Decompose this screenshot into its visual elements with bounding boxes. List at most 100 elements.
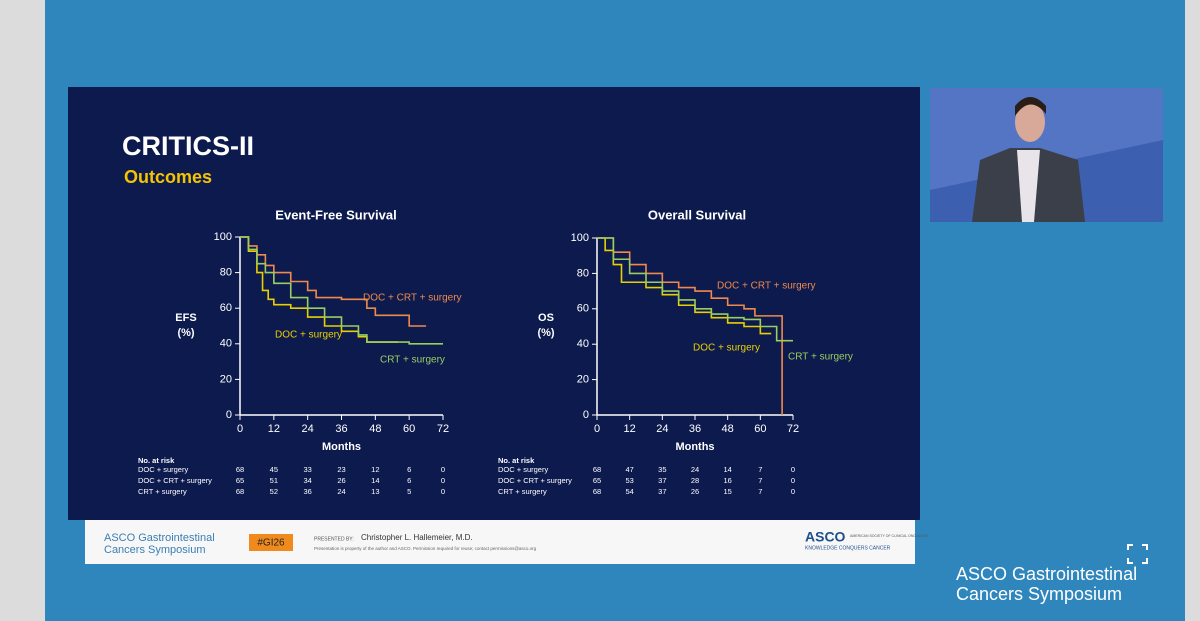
- risk-value: 33: [303, 465, 311, 474]
- risk-table-title: No. at risk: [138, 456, 175, 465]
- x-tick-label: 48: [369, 423, 381, 435]
- hashtag-box: [249, 534, 293, 551]
- risk-value: 6: [407, 476, 411, 485]
- risk-value: 15: [723, 487, 731, 496]
- x-tick-label: 72: [437, 423, 449, 435]
- y-tick-label: 100: [214, 231, 232, 243]
- risk-value: 37: [658, 487, 666, 496]
- risk-value: 36: [303, 487, 311, 496]
- series-label: DOC + CRT + surgery: [717, 281, 816, 292]
- risk-value: 45: [270, 465, 278, 474]
- slide: [68, 87, 920, 520]
- risk-value: 24: [337, 487, 345, 496]
- slide-title: CRITICS-II: [122, 131, 254, 161]
- risk-value: 65: [236, 476, 244, 485]
- x-tick-label: 12: [268, 423, 280, 435]
- risk-table-title: No. at risk: [498, 456, 535, 465]
- y-tick-label: 20: [220, 373, 232, 385]
- risk-value: 7: [758, 476, 762, 485]
- risk-row-label: DOC + CRT + surgery: [498, 476, 572, 485]
- risk-row-label: CRT + surgery: [498, 487, 547, 496]
- x-tick-label: 0: [594, 423, 600, 435]
- expand-icon[interactable]: [1127, 544, 1148, 564]
- hashtag: #GI26: [257, 538, 285, 549]
- wall: [1185, 0, 1200, 621]
- risk-row-label: DOC + surgery: [498, 465, 548, 474]
- x-tick-label: 36: [689, 423, 701, 435]
- risk-row-label: DOC + surgery: [138, 465, 188, 474]
- risk-value: 37: [658, 476, 666, 485]
- risk-value: 51: [270, 476, 278, 485]
- y-axis-label: EFS: [175, 312, 196, 324]
- risk-value: 0: [441, 476, 445, 485]
- asco-tagline: KNOWLEDGE CONQUERS CANCER: [805, 545, 891, 551]
- survival-curve: [597, 237, 793, 342]
- asco-logo: ASCO: [805, 529, 846, 545]
- x-tick-label: 48: [722, 423, 734, 435]
- risk-value: 65: [593, 476, 601, 485]
- y-tick-label: 100: [571, 232, 589, 244]
- risk-value: 47: [625, 465, 633, 474]
- risk-value: 0: [791, 476, 795, 485]
- risk-value: 68: [593, 487, 601, 496]
- y-tick-label: 40: [577, 338, 589, 350]
- y-axis-label: OS: [538, 312, 554, 324]
- risk-value: 6: [407, 465, 411, 474]
- x-tick-label: 0: [237, 423, 243, 435]
- y-tick-label: 60: [577, 303, 589, 315]
- risk-value: 13: [371, 487, 379, 496]
- footer-logo: ASCO Gastrointestinal: [104, 532, 215, 544]
- presenter: Christopher L. Hallemeier, M.D.: [361, 533, 473, 542]
- y-tick-label: 0: [226, 409, 232, 421]
- risk-value: 7: [758, 487, 762, 496]
- footer-logo: Cancers Symposium: [104, 544, 205, 556]
- risk-value: 0: [441, 487, 445, 496]
- slide-subtitle: Outcomes: [124, 167, 212, 187]
- risk-value: 35: [658, 465, 666, 474]
- x-tick-label: 60: [403, 423, 415, 435]
- y-axis-label: (%): [177, 327, 194, 339]
- risk-value: 26: [691, 487, 699, 496]
- slide-footer: [85, 520, 915, 564]
- y-tick-label: 20: [577, 374, 589, 386]
- risk-value: 68: [593, 465, 601, 474]
- series-label: DOC + surgery: [693, 343, 760, 354]
- risk-value: 28: [691, 476, 699, 485]
- chart-title: Event-Free Survival: [275, 207, 396, 222]
- risk-value: 68: [236, 465, 244, 474]
- risk-value: 5: [407, 487, 411, 496]
- risk-value: 7: [758, 465, 762, 474]
- series-label: CRT + surgery: [380, 355, 445, 366]
- speaker-head: [1015, 102, 1045, 142]
- risk-value: 53: [625, 476, 633, 485]
- series-label: DOC + CRT + surgery: [363, 293, 462, 304]
- corner-logo-text: ASCO Gastrointestinal: [956, 564, 1137, 584]
- y-tick-label: 40: [220, 338, 232, 350]
- survival-curve: [240, 236, 398, 343]
- risk-value: 26: [337, 476, 345, 485]
- series-label: DOC + surgery: [275, 330, 342, 341]
- risk-value: 14: [371, 476, 379, 485]
- x-tick-label: 36: [335, 423, 347, 435]
- x-tick-label: 12: [624, 423, 636, 435]
- x-tick-label: 24: [302, 423, 314, 435]
- risk-value: 0: [441, 465, 445, 474]
- asco-society: AMERICAN SOCIETY OF CLINICAL ONCOLOGY: [850, 534, 929, 538]
- x-tick-label: 60: [754, 423, 766, 435]
- x-tick-label: 72: [787, 423, 799, 435]
- risk-value: 0: [791, 465, 795, 474]
- y-tick-label: 60: [220, 302, 232, 314]
- risk-value: 14: [723, 465, 731, 474]
- y-tick-label: 80: [220, 267, 232, 279]
- risk-value: 23: [337, 465, 345, 474]
- risk-value: 16: [723, 476, 731, 485]
- x-tick-label: 24: [656, 423, 668, 435]
- notice: Presentation is property of the author a…: [314, 546, 537, 551]
- risk-value: 12: [371, 465, 379, 474]
- risk-value: 24: [691, 465, 699, 474]
- presented-by: PRESENTED BY:: [314, 536, 354, 542]
- y-tick-label: 0: [583, 409, 589, 421]
- risk-row-label: CRT + surgery: [138, 487, 187, 496]
